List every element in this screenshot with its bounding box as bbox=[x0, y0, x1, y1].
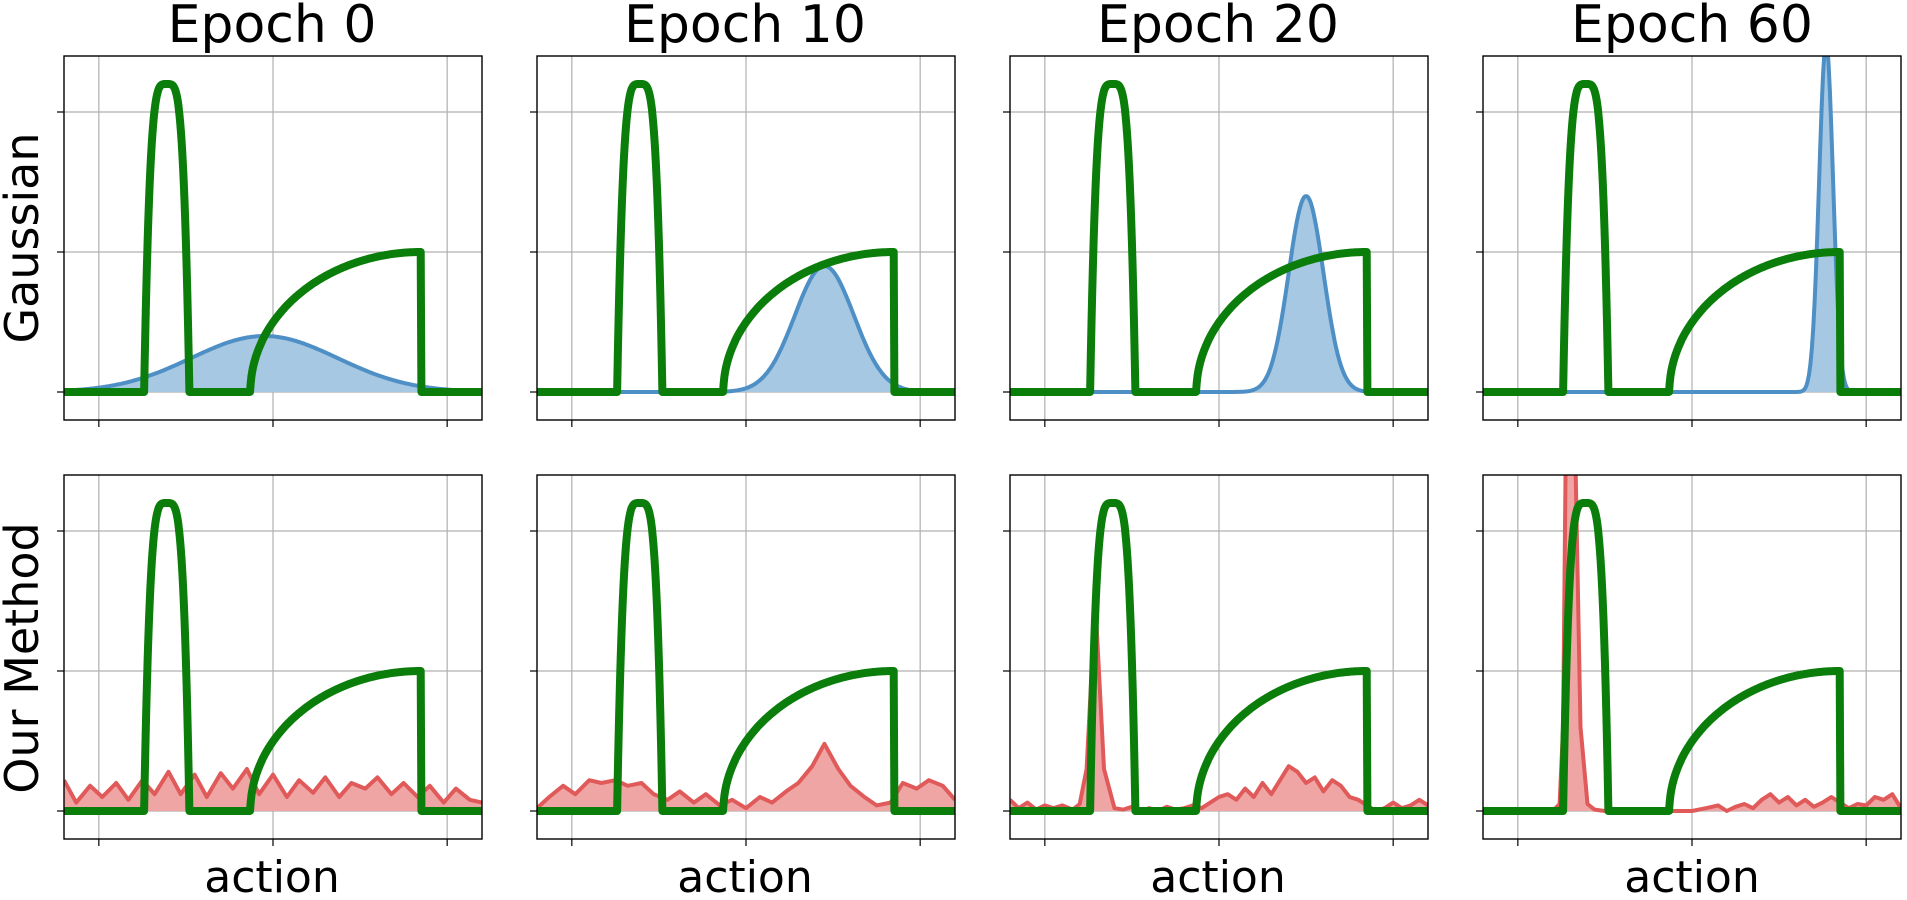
panel-r1-c2 bbox=[1003, 474, 1429, 846]
panel-frame bbox=[1009, 474, 1429, 840]
plot-area bbox=[537, 80, 955, 396]
ours-density-line bbox=[1010, 599, 1428, 813]
row-label-gaussian: Gaussian bbox=[0, 132, 49, 343]
panel-frame bbox=[63, 55, 483, 421]
reward-curve bbox=[1483, 80, 1901, 396]
panel-r0-c0 bbox=[57, 55, 483, 427]
reward-curve bbox=[64, 80, 482, 396]
title-epoch-0: Epoch 0 bbox=[168, 0, 377, 55]
panel-frame bbox=[1482, 55, 1902, 421]
plot-area bbox=[64, 80, 482, 396]
ours-density-fill bbox=[537, 743, 955, 811]
panel-r1-c0 bbox=[57, 474, 483, 846]
panel-frame bbox=[1482, 474, 1902, 840]
title-epoch-60: Epoch 60 bbox=[1571, 0, 1813, 55]
plot-area bbox=[1010, 80, 1428, 396]
ours-density-line bbox=[537, 741, 955, 811]
reward-curve bbox=[1010, 80, 1428, 396]
panel-r0-c2 bbox=[1003, 55, 1429, 427]
plot-area bbox=[1483, 56, 1901, 396]
row-label-our-method: Our Method bbox=[0, 522, 49, 793]
panel-frame bbox=[63, 474, 483, 840]
reward-curve bbox=[1483, 499, 1901, 815]
gaussian-density-fill bbox=[537, 266, 955, 392]
plot-area bbox=[64, 499, 482, 815]
xlabel-col-0: action bbox=[204, 852, 339, 900]
title-epoch-10: Epoch 10 bbox=[624, 0, 866, 55]
panel-r1-c1 bbox=[530, 474, 956, 846]
panels bbox=[57, 55, 1902, 846]
reward-curve bbox=[537, 499, 955, 815]
xlabel-col-2: action bbox=[1150, 852, 1285, 900]
plot-area bbox=[1483, 475, 1901, 815]
panel-frame bbox=[1009, 55, 1429, 421]
plot-area bbox=[537, 499, 955, 815]
ours-density-line bbox=[1483, 475, 1901, 813]
panel-frame bbox=[536, 474, 956, 840]
reward-curve bbox=[537, 80, 955, 396]
xlabel-col-1: action bbox=[677, 852, 812, 900]
panel-frame bbox=[536, 55, 956, 421]
gaussian-density-fill bbox=[64, 336, 482, 392]
title-epoch-20: Epoch 20 bbox=[1097, 0, 1339, 55]
panel-r1-c3 bbox=[1476, 474, 1902, 846]
plot-area bbox=[1010, 499, 1428, 815]
ours-density-line bbox=[64, 767, 482, 805]
xlabel-col-3: action bbox=[1624, 852, 1759, 900]
panel-r0-c1 bbox=[530, 55, 956, 427]
reward-curve bbox=[1010, 499, 1428, 815]
panel-r0-c3 bbox=[1476, 55, 1902, 427]
reward-curve bbox=[64, 499, 482, 815]
gaussian-density-line bbox=[64, 334, 482, 394]
gaussian-density-fill bbox=[1010, 196, 1428, 392]
